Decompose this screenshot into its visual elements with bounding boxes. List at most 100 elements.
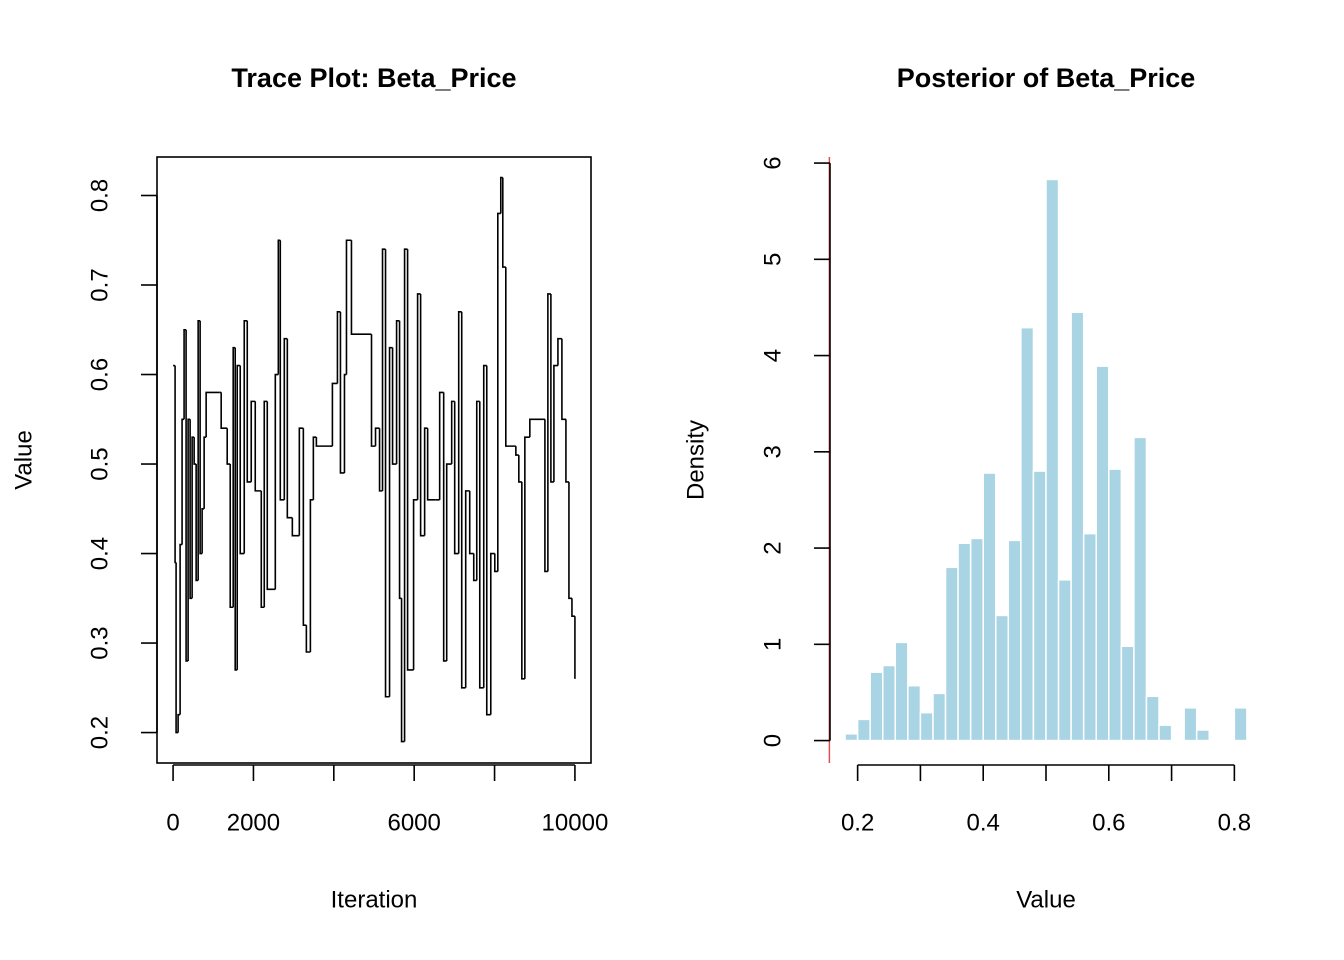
histogram-bar xyxy=(856,718,871,742)
trace-step xyxy=(374,427,380,447)
trace-step xyxy=(384,249,390,698)
histogram-bar xyxy=(969,537,984,742)
trace-step xyxy=(464,490,470,688)
x-tick-label: 10000 xyxy=(542,809,609,836)
trace-step xyxy=(246,320,252,483)
trace-step xyxy=(205,391,220,438)
histogram-bar xyxy=(1145,695,1160,742)
trace-step xyxy=(315,437,330,447)
trace-step xyxy=(345,239,352,375)
trace-step xyxy=(181,418,185,545)
trace-step xyxy=(419,293,425,537)
trace-step xyxy=(489,552,495,715)
y-tick-label: 1 xyxy=(759,638,786,651)
trace-step xyxy=(312,436,317,500)
trace-step xyxy=(298,427,304,536)
trace-step xyxy=(234,347,238,671)
histogram-bar xyxy=(907,684,922,742)
x-tick-label: 2000 xyxy=(227,809,280,836)
y-tick-label: 0 xyxy=(759,734,786,747)
histogram-bar xyxy=(1095,365,1110,742)
trace-step xyxy=(305,625,311,653)
y-tick-label: 0.2 xyxy=(86,716,113,749)
trace-step xyxy=(561,338,566,421)
x-tick-label: 6000 xyxy=(387,809,440,836)
trace-step xyxy=(239,365,245,555)
y-tick-label: 4 xyxy=(759,349,786,362)
trace-step xyxy=(568,481,572,600)
trace-step xyxy=(381,248,386,491)
histogram-bar xyxy=(869,671,884,742)
trace-step xyxy=(220,392,228,430)
histogram-bar xyxy=(944,566,959,742)
trace-step xyxy=(416,293,421,500)
plot-frame xyxy=(156,156,592,764)
trace-step xyxy=(336,311,341,384)
trace-step xyxy=(229,464,234,609)
trace-step xyxy=(279,240,285,501)
histogram-bar xyxy=(957,542,972,742)
trace-step xyxy=(547,293,551,572)
histogram-bar xyxy=(1045,178,1060,742)
trace-step xyxy=(175,562,179,734)
chart-title: Posterior of Beta_Price xyxy=(897,63,1196,93)
histogram-bar xyxy=(1120,645,1135,742)
x-tick-label: 0.8 xyxy=(1218,809,1251,836)
histogram-bar xyxy=(995,614,1010,742)
trace-step xyxy=(460,311,466,689)
trace-step xyxy=(453,401,459,555)
trace-step xyxy=(423,427,428,536)
trace-step xyxy=(260,490,265,609)
trace-step xyxy=(263,400,268,608)
trace-step xyxy=(291,517,300,537)
trace-step xyxy=(266,401,276,591)
trace-step xyxy=(236,364,241,670)
trace-step xyxy=(391,347,397,465)
histogram-bar xyxy=(932,692,947,742)
trace-step xyxy=(183,328,187,420)
trace-step xyxy=(189,419,193,600)
trace-step xyxy=(426,428,436,501)
y-tick-label: 0.3 xyxy=(86,626,113,659)
histogram-bar xyxy=(1158,724,1173,742)
trace-step xyxy=(250,400,256,482)
trace-step xyxy=(529,418,543,438)
trace-step xyxy=(203,436,207,509)
trace-step xyxy=(185,329,189,662)
trace-step xyxy=(544,419,548,573)
trace-step xyxy=(403,248,408,742)
trace-step xyxy=(339,311,345,474)
trace-step xyxy=(457,311,462,554)
trace-step xyxy=(475,400,480,581)
trace-step xyxy=(406,249,414,671)
x-axis-label: Iteration xyxy=(331,886,418,913)
trace-step xyxy=(398,320,402,600)
histogram-bar xyxy=(982,472,997,742)
trace-step xyxy=(571,598,575,617)
y-tick-label: 0.8 xyxy=(86,179,113,212)
trace-step xyxy=(445,463,452,661)
trace-step xyxy=(191,436,195,599)
histogram-bar xyxy=(1057,579,1072,742)
trace-step xyxy=(550,293,554,483)
chart-title: Trace Plot: Beta_Price xyxy=(231,63,516,93)
trace-step xyxy=(388,346,393,697)
trace-step xyxy=(283,337,288,500)
trace-step xyxy=(442,392,447,662)
x-axis-label: Value xyxy=(1016,886,1076,913)
trace-step xyxy=(565,419,569,483)
trace-step xyxy=(468,490,474,555)
histogram-bar xyxy=(1007,539,1022,742)
y-tick-label: 3 xyxy=(759,445,786,458)
histogram-bar xyxy=(1133,436,1148,742)
histogram-bar xyxy=(919,711,934,742)
y-axis-label: Density xyxy=(682,420,709,500)
y-tick-label: 0.4 xyxy=(86,537,113,570)
x-tick-label: 0 xyxy=(166,809,179,836)
trace-step xyxy=(438,391,444,500)
trace-step xyxy=(497,212,501,572)
y-tick-label: 0.6 xyxy=(86,358,113,391)
trace-step xyxy=(493,553,498,573)
histogram-bar xyxy=(1183,707,1198,742)
